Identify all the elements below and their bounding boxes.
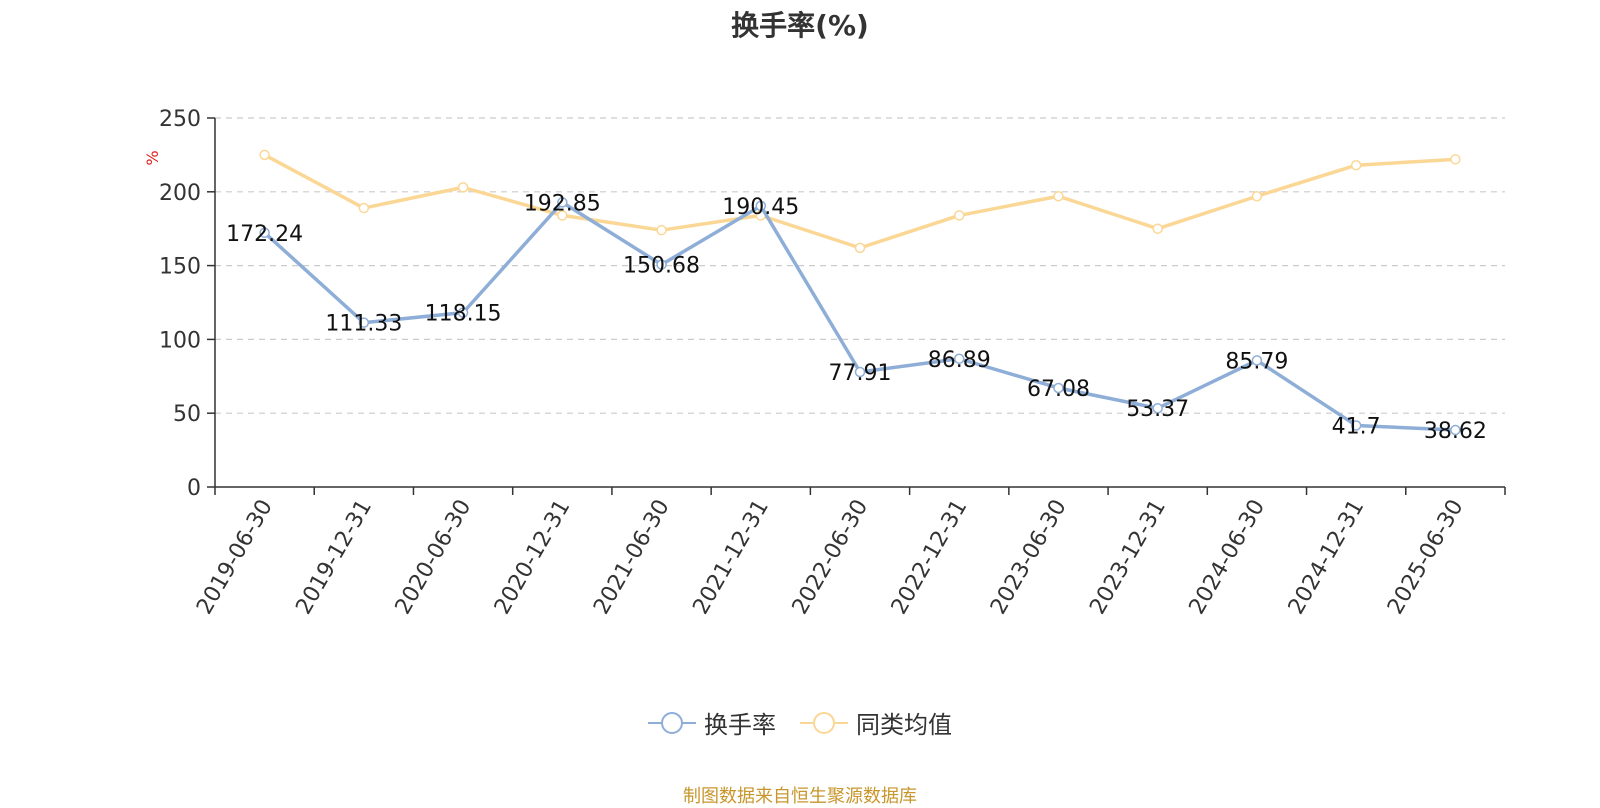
x-tick-label: 2024-06-30 xyxy=(1185,496,1271,619)
data-label: 190.45 xyxy=(722,195,799,220)
data-label: 77.91 xyxy=(829,361,892,386)
series-0-point xyxy=(1450,424,1461,436)
data-label: 150.68 xyxy=(623,254,700,279)
y-tick-label: 250 xyxy=(159,107,201,132)
series-1-point xyxy=(953,210,965,221)
legend-item-peer-average[interactable]: 同类均值 xyxy=(800,705,952,740)
y-axis-label: % xyxy=(143,150,162,165)
series-1-point xyxy=(1053,190,1064,202)
data-label: 67.08 xyxy=(1027,377,1090,402)
y-tick-label: 50 xyxy=(173,402,201,427)
data-label: 85.79 xyxy=(1225,349,1288,374)
source-note: 制图数据来自恒生聚源数据库 xyxy=(683,786,917,807)
series-0-point xyxy=(259,227,270,239)
series-1-point xyxy=(1450,154,1461,165)
y-tick-label: 200 xyxy=(159,181,201,206)
series-1-point xyxy=(1350,159,1362,171)
x-tick-label: 2023-12-31 xyxy=(1085,496,1171,619)
x-tick-label: 2022-06-30 xyxy=(788,496,874,619)
series-0-point xyxy=(1350,420,1362,431)
series-0-point xyxy=(358,317,370,328)
series-1-point xyxy=(854,242,866,254)
chart-title: 换手率(%) xyxy=(731,9,869,42)
series-1-point xyxy=(358,202,370,214)
series-1-point xyxy=(1152,223,1163,234)
legend-label-turnover: 换手率 xyxy=(704,711,776,739)
series-0-point xyxy=(854,366,866,378)
series-0-point xyxy=(1053,382,1064,394)
series-1-point xyxy=(656,224,667,236)
x-tick-label: 2024-12-31 xyxy=(1284,496,1370,619)
data-label: 118.15 xyxy=(425,302,502,327)
series-0-point xyxy=(457,307,469,318)
data-label: 86.89 xyxy=(928,348,991,373)
y-tick-label: 0 xyxy=(187,476,201,501)
x-tick-label: 2023-06-30 xyxy=(986,496,1072,619)
data-label: 41.7 xyxy=(1332,414,1381,439)
x-tick-label: 2020-06-30 xyxy=(391,496,477,619)
series-0-point xyxy=(1251,355,1263,366)
series-1-point xyxy=(557,210,568,221)
series-0-point xyxy=(1152,402,1163,414)
series-1-point xyxy=(457,182,469,193)
series-0-point xyxy=(755,200,767,212)
series-line-1 xyxy=(263,153,1456,250)
data-label: 172.24 xyxy=(226,222,303,247)
x-tick-label: 2021-12-31 xyxy=(688,496,774,619)
series-0-point xyxy=(953,353,965,365)
series-1-point xyxy=(1251,190,1263,202)
series-1-point xyxy=(259,149,270,161)
x-tick-label: 2021-06-30 xyxy=(589,496,675,619)
x-tick-label: 2019-06-30 xyxy=(192,496,278,619)
x-tick-label: 2020-12-31 xyxy=(490,496,576,619)
data-label: 111.33 xyxy=(325,312,402,337)
x-tick-label: 2025-06-30 xyxy=(1383,496,1469,619)
x-tick-label: 2019-12-31 xyxy=(291,496,377,619)
series-0-point xyxy=(656,259,667,270)
x-tick-label: 2022-12-31 xyxy=(887,496,973,619)
data-label: 53.37 xyxy=(1126,397,1189,422)
y-tick-label: 150 xyxy=(159,255,201,280)
data-label: 192.85 xyxy=(524,191,601,216)
chart-legend[interactable]: 换手率 同类均值 xyxy=(0,705,1600,740)
legend-swatch-turnover xyxy=(648,711,696,734)
legend-item-turnover[interactable]: 换手率 xyxy=(648,705,776,740)
legend-label-peer-average: 同类均值 xyxy=(856,711,952,739)
series-0-point xyxy=(557,197,568,208)
y-tick-label: 100 xyxy=(159,328,201,353)
legend-swatch-peer-average xyxy=(800,711,848,734)
data-label: 38.62 xyxy=(1424,419,1487,444)
